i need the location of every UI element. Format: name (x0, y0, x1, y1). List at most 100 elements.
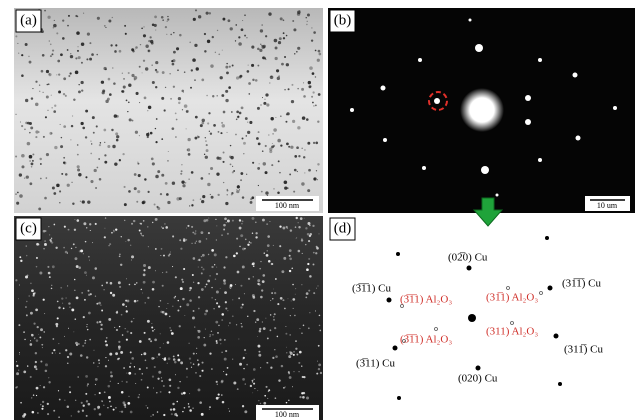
particle (259, 351, 261, 353)
particle (31, 397, 32, 398)
particle (266, 223, 268, 225)
particle (30, 312, 33, 315)
particle (98, 409, 99, 410)
particle (71, 125, 73, 127)
particle (172, 403, 174, 405)
particle (284, 56, 286, 58)
particle (273, 289, 274, 290)
central-beam (460, 88, 504, 132)
particle (128, 72, 130, 74)
particle (42, 401, 44, 403)
particle (216, 225, 217, 226)
particle (41, 344, 43, 346)
particle (251, 196, 254, 199)
particle (250, 242, 252, 244)
particle (242, 378, 245, 381)
particle (302, 116, 306, 120)
particle (319, 53, 322, 56)
particle (250, 201, 253, 204)
particle (108, 20, 111, 23)
particle (63, 157, 65, 159)
particle (246, 135, 248, 137)
particle (144, 97, 147, 100)
particle (172, 127, 175, 130)
particle (268, 12, 271, 15)
particle (244, 410, 247, 413)
scale-label: 10 um (597, 201, 618, 210)
particle (236, 111, 239, 114)
particle (278, 379, 280, 381)
particle (229, 322, 231, 324)
particle (262, 57, 265, 60)
particle (232, 299, 233, 300)
particle (192, 317, 195, 320)
particle (152, 281, 155, 284)
particle (99, 392, 100, 393)
particle (152, 330, 154, 332)
particle (258, 283, 260, 285)
particle (220, 132, 222, 134)
particle (30, 340, 31, 341)
particle (201, 267, 202, 268)
particle (152, 376, 154, 378)
particle (299, 10, 300, 11)
particle (23, 331, 25, 333)
particle (81, 292, 83, 294)
particle (166, 193, 169, 196)
particle (53, 410, 55, 412)
particle (119, 326, 120, 327)
particle (152, 414, 154, 416)
particle (259, 328, 261, 330)
particle (202, 254, 205, 257)
particle (188, 403, 189, 404)
particle (218, 131, 220, 133)
particle (240, 306, 242, 308)
particle (180, 287, 183, 290)
particle (239, 227, 242, 230)
particle (287, 187, 289, 189)
particle (54, 105, 56, 107)
particle (45, 370, 48, 373)
particle (229, 286, 232, 289)
particle (197, 282, 199, 284)
particle (64, 226, 66, 228)
particle (81, 62, 83, 64)
particle (141, 289, 143, 291)
particle (88, 294, 90, 296)
particle (235, 134, 237, 136)
particle (279, 172, 281, 174)
particle (127, 239, 129, 241)
particle (187, 149, 188, 150)
particle (32, 88, 33, 89)
particle (209, 352, 211, 354)
particle (148, 132, 149, 133)
particle (216, 290, 219, 293)
particle (210, 194, 211, 195)
particle (225, 307, 227, 309)
particle (48, 83, 50, 85)
particle (87, 324, 88, 325)
particle (141, 234, 142, 235)
particle (108, 78, 111, 81)
particle (94, 408, 96, 410)
particle (265, 191, 268, 194)
particle (257, 48, 260, 51)
particle (307, 21, 308, 22)
particle (210, 167, 213, 170)
particle (74, 290, 75, 291)
particle (160, 391, 162, 393)
particle (291, 267, 293, 269)
particle (31, 97, 33, 99)
particle (42, 405, 44, 407)
particle (95, 187, 97, 189)
particle (223, 229, 225, 231)
particle (283, 37, 285, 39)
particle (101, 285, 103, 287)
particle (189, 287, 192, 290)
particle (50, 43, 52, 45)
particle (50, 241, 51, 242)
particle (159, 347, 161, 349)
particle (16, 372, 19, 375)
particle (143, 60, 145, 62)
particle (180, 361, 183, 364)
